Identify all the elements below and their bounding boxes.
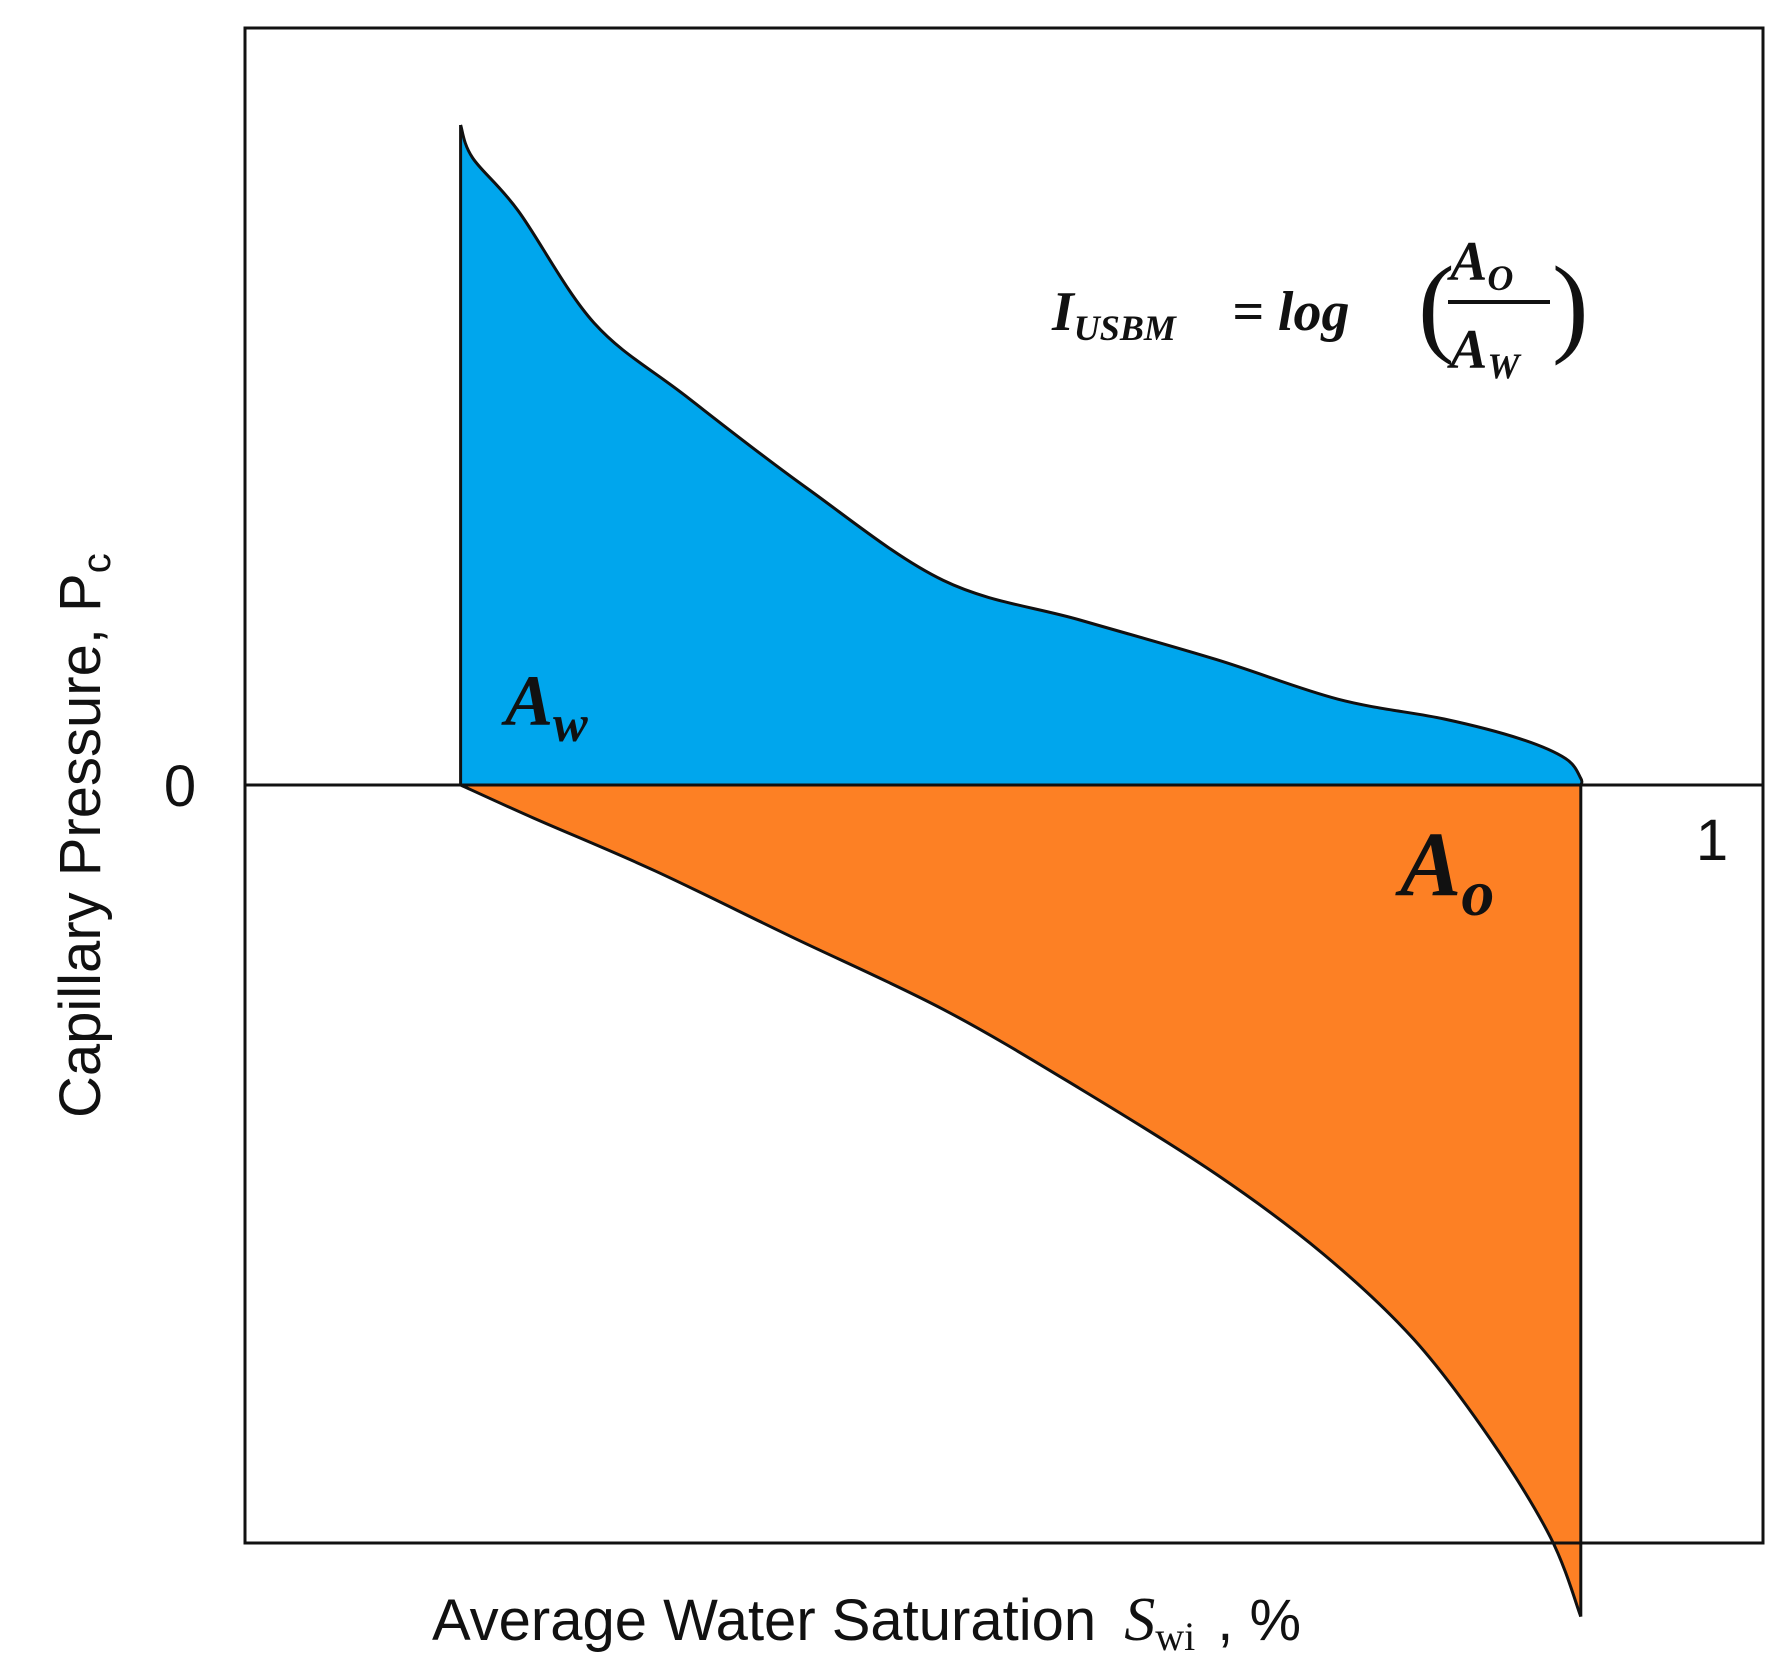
y-axis-label: Capillary Pressure, Pc <box>48 553 119 1118</box>
usbm-equation: IUSBM = log ( AO AW ) <box>1051 231 1589 386</box>
area-fill-water <box>460 125 1582 785</box>
area-fill-oil <box>460 785 1581 1617</box>
equation-paren-left: ( <box>1418 244 1455 366</box>
label-a-w: Aw <box>501 661 588 753</box>
equation-lhs-sub: USBM <box>1074 308 1178 348</box>
x-axis-label-symbol: S <box>1124 1586 1155 1654</box>
area-series-group <box>459 124 1584 1618</box>
label-a-o: Ao <box>1395 813 1494 930</box>
x-axis-label-text: Average Water Saturation <box>432 1588 1096 1653</box>
equation-denominator: AW <box>1447 319 1522 386</box>
curve-water <box>459 124 1584 786</box>
equation-lhs: IUSBM <box>1051 281 1178 348</box>
y-axis-label-text: Capillary Pressure, P <box>48 573 113 1118</box>
equation-den-main: A <box>1447 319 1487 381</box>
equation-num-sub: O <box>1487 258 1513 298</box>
curve-oil <box>459 783 1583 1618</box>
equation-eq: = log <box>1232 281 1349 343</box>
label-a-o-main: A <box>1395 813 1461 915</box>
x-axis-label-subscript: wi <box>1155 1614 1195 1659</box>
x-axis-label-unit: , % <box>1217 1588 1301 1653</box>
equation-den-sub: W <box>1487 346 1522 386</box>
label-a-o-sub: o <box>1461 857 1494 930</box>
y-axis-label-subscript: c <box>75 553 119 573</box>
equation-num-main: A <box>1447 231 1487 293</box>
equation-paren-right: ) <box>1552 244 1589 366</box>
equation-lhs-main: I <box>1051 281 1076 343</box>
x-axis-label: Average Water Saturation Swi , % <box>432 1586 1301 1659</box>
label-a-w-main: A <box>501 661 553 741</box>
equation-numerator: AO <box>1447 231 1513 298</box>
tick-label-one: 1 <box>1696 808 1728 873</box>
label-a-w-sub: w <box>553 696 588 753</box>
tick-label-zero: 0 <box>164 754 196 819</box>
